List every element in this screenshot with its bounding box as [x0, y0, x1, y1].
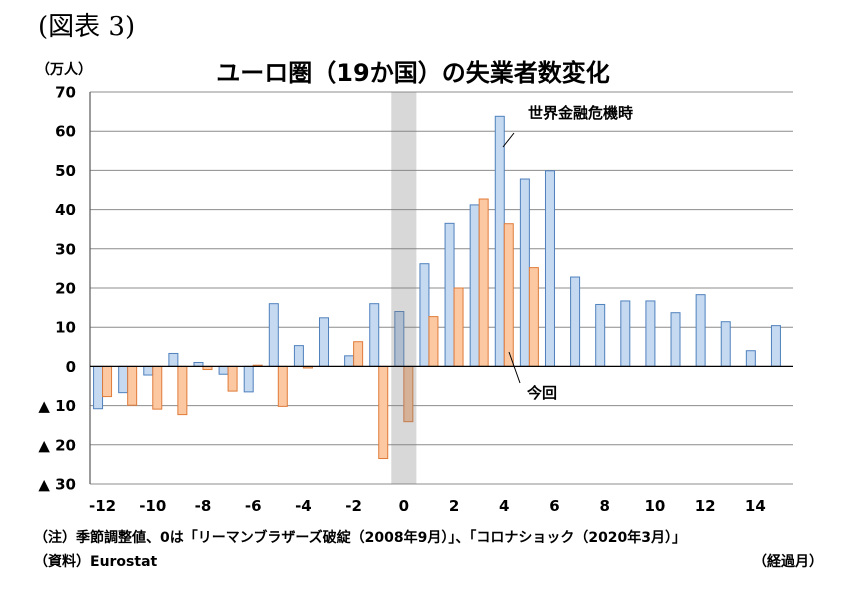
current-period-bar [478, 198, 489, 367]
gfc-period-bar [168, 352, 179, 367]
gfc-period-bar [444, 222, 455, 367]
current-period-bar [127, 365, 138, 406]
annotations: 世界金融危機時 今回 [502, 104, 633, 402]
x-tick-label: 10 [644, 497, 665, 515]
gfc-period-bar [519, 178, 530, 367]
current-period-bar [277, 365, 288, 407]
y-tick-label: ▲ 20 [38, 436, 76, 454]
gfc-annotation-leader [502, 132, 515, 148]
y-tick-label: ▲ 30 [38, 476, 76, 494]
gfc-period-bar [93, 365, 104, 410]
gfc-period-bar [770, 325, 781, 367]
gfc-period-bar [595, 303, 606, 367]
highlight-band [391, 92, 417, 484]
y-tick-label: 70 [55, 84, 76, 102]
y-axis-unit-label: （万人） [36, 62, 92, 78]
current-period-bar [102, 365, 113, 398]
y-tick-label: 40 [55, 201, 76, 219]
x-tick-label: -2 [345, 497, 362, 515]
current-annotation-leader [508, 351, 521, 384]
source-note: （資料）Eurostat [34, 554, 158, 570]
gfc-period-bar [494, 115, 505, 367]
gfc-period-bar [319, 317, 330, 367]
highlight-band-layer [391, 92, 417, 484]
x-tick-label: 0 [399, 497, 409, 515]
footnote: （注）季節調整値、0は「リーマンブラザーズ破綻（2008年9月）」、「コロナショ… [34, 530, 687, 546]
figure-number-label: (図表 3) [38, 12, 136, 42]
current-period-bar [227, 365, 238, 392]
y-tick-label: 20 [55, 280, 76, 298]
y-tick-label: 50 [55, 162, 76, 180]
gfc-period-bar [544, 170, 555, 367]
gfc-period-bar [469, 204, 480, 367]
chart-title: ユーロ圏（19か国）の失業者数変化 [216, 59, 610, 87]
current-period-bar [378, 365, 389, 460]
x-axis-unit-label: （経過月） [753, 554, 823, 570]
x-tick-label: 12 [695, 497, 716, 515]
y-tick-label: 10 [55, 319, 76, 337]
gfc-period-bar [720, 321, 731, 367]
y-tick-label: 30 [55, 240, 76, 258]
current-period-bar [528, 267, 539, 367]
gridlines [90, 91, 793, 485]
x-tick-label: -12 [89, 497, 116, 515]
x-tick-label: 2 [449, 497, 459, 515]
current-series-label: 今回 [526, 384, 557, 402]
y-tick-label: 60 [55, 123, 76, 141]
gfc-series-label: 世界金融危機時 [528, 104, 633, 122]
bars [93, 115, 781, 460]
x-tick-label: 8 [599, 497, 609, 515]
x-tick-label: -10 [139, 497, 166, 515]
gfc-period-bar [243, 365, 254, 393]
gfc-period-bar [570, 276, 581, 367]
x-tick-label: -8 [195, 497, 212, 515]
gfc-period-bar [218, 365, 229, 375]
x-tick-label: -6 [245, 497, 262, 515]
x-tick-label: 6 [549, 497, 559, 515]
current-period-bar [177, 365, 188, 416]
gfc-period-bar [143, 365, 154, 376]
axes [89, 92, 793, 484]
current-period-bar [152, 365, 163, 410]
gfc-period-bar [419, 263, 430, 367]
x-tick-label: -4 [295, 497, 312, 515]
gfc-period-bar [620, 300, 631, 367]
gfc-period-bar [670, 312, 681, 367]
gfc-period-bar [645, 300, 656, 367]
gfc-period-bar [344, 355, 355, 367]
gfc-period-bar [745, 350, 756, 367]
gfc-period-bar [293, 345, 304, 367]
current-period-bar [353, 341, 364, 367]
x-tick-label: 4 [499, 497, 509, 515]
gfc-period-bar [118, 365, 129, 394]
gfc-period-bar [268, 303, 279, 367]
current-period-bar [428, 316, 439, 367]
gfc-period-bar [695, 294, 706, 367]
y-tick-label: 0 [66, 358, 76, 376]
y-tick-label: ▲ 10 [38, 397, 76, 415]
x-tick-label: 14 [745, 497, 766, 515]
current-period-bar [503, 223, 514, 367]
current-period-bar [453, 287, 464, 367]
gfc-period-bar [369, 303, 380, 367]
